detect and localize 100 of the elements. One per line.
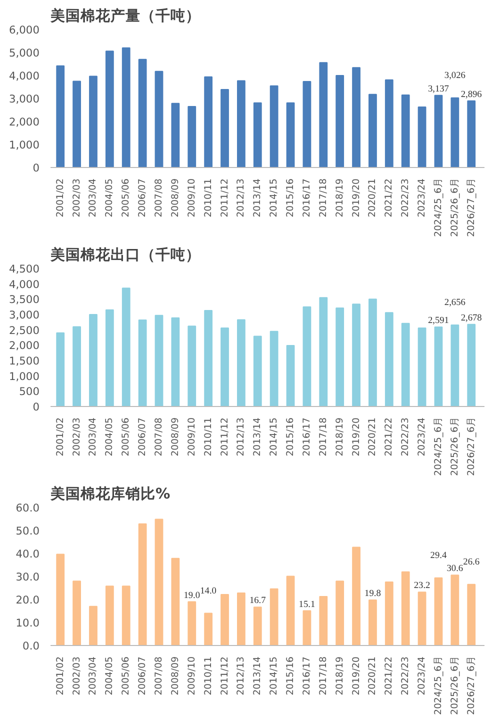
bar	[270, 85, 278, 168]
x-tick-label: 2024/25_6月	[432, 656, 444, 715]
bar	[450, 97, 460, 168]
x-tick-label: 2020/21	[367, 656, 378, 696]
x-tick-label: 2025/26_6月	[449, 178, 460, 237]
y-tick-label: 3,000	[8, 92, 40, 106]
bar	[302, 610, 312, 646]
x-tick-label: 2011/12	[219, 417, 230, 456]
bar	[434, 94, 443, 168]
x-tick-label: 2007/08	[154, 417, 164, 456]
x-tick-label: 2022/23	[400, 417, 412, 456]
x-tick-label: 2022/23	[400, 178, 412, 218]
x-tick-label: 2010/11	[202, 417, 214, 456]
y-tick-label: 2,000	[8, 116, 40, 128]
bar	[450, 324, 460, 406]
bar	[89, 76, 98, 168]
bar	[368, 599, 377, 646]
x-tick-label: 2019/20	[350, 178, 362, 218]
x-tick-label: 2023/24	[416, 178, 428, 218]
x-tick-label: 2026/27_6月	[466, 178, 477, 237]
x-tick-label: 2004/05	[104, 417, 116, 456]
bar	[154, 314, 164, 406]
y-tick-label: 0	[32, 400, 40, 414]
x-tick-label: 2006/07	[137, 417, 148, 456]
y-tick-label: 5,000	[8, 46, 40, 60]
data-label: 2,896	[460, 90, 482, 100]
x-tick-label: 2014/15	[268, 417, 280, 456]
y-tick-label: 10.0	[16, 616, 40, 630]
x-tick-label: 2012/13	[236, 417, 247, 456]
bar	[72, 80, 81, 168]
x-tick-label: 2012/13	[236, 656, 247, 696]
x-tick-label: 2013/14	[252, 417, 264, 456]
y-tick-label: 20.0	[16, 594, 40, 606]
x-tick-label: 2025/26_6月	[449, 417, 460, 476]
x-tick-label: 2021/22	[384, 417, 395, 456]
bar	[319, 297, 328, 406]
bar	[467, 324, 476, 406]
x-tick-label: 2007/08	[154, 178, 164, 218]
bar	[56, 65, 65, 168]
bar	[138, 523, 147, 646]
x-tick-label: 2017/18	[318, 417, 329, 456]
bar	[204, 76, 213, 168]
chart-title: 美国棉花产量（千吨）	[50, 6, 200, 24]
bar	[56, 554, 65, 646]
data-label: 3,026	[444, 70, 466, 81]
x-tick-label: 2008/09	[170, 417, 181, 456]
x-tick-label: 2023/24	[416, 417, 428, 456]
y-tick-label: 500	[19, 385, 40, 398]
bar	[418, 592, 426, 646]
x-tick-label: 2018/19	[334, 656, 346, 696]
bar	[418, 327, 426, 406]
bar	[450, 574, 460, 646]
bar	[204, 612, 213, 646]
bar	[122, 586, 130, 646]
y-tick-label: 60.0	[16, 502, 40, 514]
x-tick-label: 2008/09	[170, 178, 181, 218]
bar	[270, 588, 278, 646]
data-label: 15.1	[298, 600, 316, 610]
x-tick-label: 2024/25_6月	[432, 178, 444, 237]
bar	[188, 326, 196, 406]
bar	[171, 102, 180, 168]
bar	[401, 94, 410, 168]
x-tick-label: 2007/08	[154, 656, 164, 696]
x-tick-label: 2015/16	[285, 656, 296, 696]
bar	[286, 344, 295, 406]
x-tick-label: 2010/11	[202, 656, 214, 696]
y-tick-label: 4,000	[8, 70, 40, 82]
bar	[89, 606, 98, 646]
y-tick-label: 1,000	[8, 370, 40, 383]
bar	[220, 594, 229, 646]
bar	[302, 80, 312, 168]
data-label: 19.8	[364, 588, 382, 599]
y-tick-label: 3,500	[8, 293, 40, 306]
bar	[122, 288, 130, 406]
x-tick-label: 2017/18	[318, 656, 329, 696]
x-tick-label: 2011/12	[219, 656, 230, 696]
y-tick-label: 2,500	[8, 324, 40, 337]
bar	[319, 62, 328, 168]
x-tick-label: 2026/27_6月	[466, 417, 477, 476]
x-tick-label: 2002/03	[71, 417, 82, 456]
x-tick-label: 2002/03	[71, 656, 82, 696]
bar	[352, 304, 360, 406]
x-tick-label: 2013/14	[252, 178, 264, 218]
x-tick-label: 2005/06	[120, 178, 132, 218]
bar	[89, 314, 98, 406]
data-label: 30.6	[446, 564, 464, 574]
data-label: 2,656	[444, 298, 466, 308]
x-tick-label: 2005/06	[120, 656, 132, 696]
bar	[154, 70, 164, 168]
data-label: 26.6	[463, 557, 480, 568]
y-tick-label: 2,000	[8, 339, 40, 352]
data-label: 16.7	[249, 596, 266, 606]
x-tick-label: 2006/07	[137, 178, 148, 218]
bar	[286, 576, 295, 646]
y-tick-label: 4,500	[8, 262, 40, 276]
x-tick-label: 2002/03	[71, 178, 82, 218]
bar	[352, 67, 360, 168]
x-tick-label: 2001/02	[54, 656, 66, 696]
bar	[72, 580, 81, 646]
bar	[138, 320, 147, 406]
